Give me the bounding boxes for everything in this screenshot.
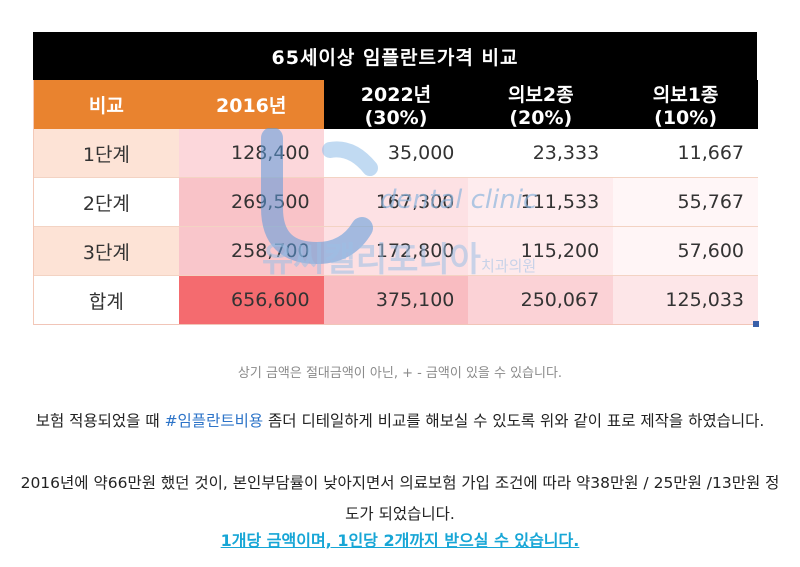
cell-insurance-2: 250,067 [468, 275, 614, 325]
hashtag-link[interactable]: #임플란트비용 [164, 412, 264, 430]
table-row: 1단계 128,400 35,000 23,333 11,667 [34, 129, 758, 178]
table-row-total: 합계 656,600 375,100 250,067 125,033 [34, 275, 758, 325]
cell-2016: 656,600 [178, 275, 324, 325]
cell-insurance-1: 55,767 [613, 177, 758, 227]
table-row: 3단계 258,700 172,800 115,200 57,600 [34, 226, 758, 276]
cell-insurance-1: 125,033 [613, 275, 758, 325]
cell-2022: 172,800 [323, 226, 469, 276]
cell-2022: 35,000 [323, 129, 469, 178]
table-header-row: 비교 2016년 2022년(30%) 의보2종(20%) 의보1종(10%) [34, 80, 758, 129]
table-row: 2단계 269,500 167,300 111,533 55,767 [34, 177, 758, 227]
table-caption: 상기 금액은 절대금액이 아닌, + - 금액이 있을 수 있습니다. [237, 366, 563, 381]
cell-insurance-2: 115,200 [468, 226, 614, 276]
cell-2022: 375,100 [323, 275, 469, 325]
cell-2016: 269,500 [178, 177, 324, 227]
row-label: 1단계 [34, 129, 179, 178]
header-insurance-2: 의보2종(20%) [468, 80, 614, 129]
cell-insurance-2: 111,533 [468, 177, 614, 227]
cell-insurance-1: 11,667 [613, 129, 758, 178]
table-title: 65세이상 임플란트가격 비교 [33, 32, 757, 80]
header-compare: 비교 [34, 80, 179, 129]
highlight-note: 1개당 금액이며, 1인당 2개까지 받으실 수 있습니다. [220, 531, 580, 550]
cell-insurance-2: 23,333 [468, 129, 614, 178]
row-label: 2단계 [34, 177, 179, 227]
paragraph-1-after: 좀더 디테일하게 비교를 해보실 수 있도록 위와 같이 표로 제작을 하였습니… [263, 412, 765, 430]
cell-2016: 258,700 [178, 226, 324, 276]
header-2016: 2016년 [178, 80, 324, 129]
cell-2022: 167,300 [323, 177, 469, 227]
resize-handle-icon [753, 321, 759, 327]
header-insurance-1: 의보1종(10%) [613, 80, 758, 129]
paragraph-1-before: 보험 적용되었을 때 [35, 412, 165, 430]
paragraph-1: 보험 적용되었을 때 #임플란트비용 좀더 디테일하게 비교를 해보실 수 있도… [20, 406, 780, 437]
cell-2016: 128,400 [178, 129, 324, 178]
paragraph-2: 2016년에 약66만원 했던 것이, 본인부담률이 낮아지면서 의료보험 가입… [20, 474, 780, 523]
row-label: 3단계 [34, 226, 179, 276]
header-2022: 2022년(30%) [323, 80, 469, 129]
cell-insurance-1: 57,600 [613, 226, 758, 276]
row-label: 합계 [34, 275, 179, 325]
price-comparison-table: 65세이상 임플란트가격 비교 비교 2016년 2022년(30%) 의보2종… [33, 32, 759, 327]
